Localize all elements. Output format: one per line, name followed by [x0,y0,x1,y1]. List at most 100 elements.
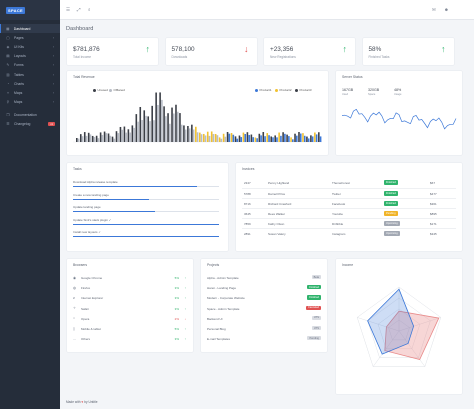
user-menu-icon[interactable]: ☻ [444,7,449,12]
browser-percent: 3% [174,337,179,342]
legend-item[interactable]: Product3 [295,88,312,92]
legend-item[interactable]: Offlaned [109,88,125,92]
sidebar-item-documentation[interactable]: ❐ Documentation [0,111,60,120]
invoice-company: Instagram [332,232,346,236]
browser-name: Internet Explorer [81,296,104,301]
stat-value: +23,356 [270,46,294,53]
list-item[interactable]: Alpha - Admin Template Beta [207,273,321,283]
table-row[interactable]: 3645 Rees Walker Youtube Pending $895 [242,208,456,218]
arrow-down-icon: ↓ [244,44,249,54]
sidebar-item-charts[interactable]: ◔ Charts › [0,79,60,88]
table-row[interactable]: 5788 Darnell Price Twitter Finished $477 [242,188,456,198]
task-item[interactable]: Install new layouts ✓ [73,230,219,238]
sidebar-item-maps[interactable]: ⌖ Maps › [0,88,60,97]
revenue-bar [264,136,266,142]
server-status-chart [341,108,457,130]
invoice-company: ThemeForest [332,181,350,185]
list-item[interactable]: E-mail Templates Pending [207,334,321,344]
task-item[interactable]: Download Alpha release template [73,180,219,188]
tables-icon: ▥ [6,72,10,77]
search-icon[interactable]: ⌕ [88,7,91,12]
sidebar-item-forms[interactable]: ✎ Forms › [0,61,60,70]
sidebar-item-maps[interactable]: ⚲ Maps › [0,98,60,107]
sidebar-item-pages[interactable]: ▢ Pages › [0,33,60,42]
legend-item[interactable]: Unused [93,88,108,92]
task-progress-fill [73,211,155,213]
browser-percent: 5% [174,276,179,280]
revenue-bar [127,129,130,142]
revenue-bar [129,132,131,142]
revenue-bar [270,136,273,142]
list-item[interactable]: Hanoi - Landing Page Finished [207,283,321,293]
browser-percent: 3% [174,296,179,301]
task-item[interactable]: Update Sinti's slack plugin ✓ [73,218,219,225]
task-item[interactable]: Create a new landing page [73,193,219,200]
menu-toggle-icon[interactable]: ☰ [66,7,71,12]
server-stat-label: Usage [394,93,402,96]
status-badge: Upcoming [384,221,400,226]
table-row[interactable]: 2347 Penny Highland ThemeForest Finished $67 [242,178,456,188]
sidebar-item-label: Charts [14,81,24,86]
revenue-bar [95,135,98,142]
app-logo[interactable]: SPACE [0,0,60,20]
chevron-right-icon: › [52,100,54,105]
revenue-bar [307,138,310,142]
revenue-bar [125,132,127,142]
list-item[interactable]: Space - Admin Template Canceled [207,304,321,314]
revenue-bar [157,105,159,142]
fullscreen-icon[interactable]: ⤢ [77,7,81,12]
sidebar-item-tables[interactable]: ▥ Tables › [0,70,60,79]
revenue-bar [107,133,110,142]
projects-title: Projects [207,263,220,267]
list-item[interactable]: Backend UI UTS [207,314,321,324]
revenue-bar [133,127,135,142]
revenue-bar [303,135,306,142]
revenue-bar [105,133,108,142]
revenue-bar [155,92,157,142]
invoice-id: 3645 [244,212,251,216]
list-item[interactable]: Personal Blog UTS [207,324,321,334]
list-item: ◉ Google Chrome 5% ↑ [73,273,187,283]
table-row[interactable]: 8716 Richard Crawford Facebook Finished $361 [242,198,456,208]
safari-icon: ✧ [73,306,76,311]
table-row[interactable]: 7859 Kathy Olson Dribbble Upcoming $171 [242,218,456,228]
legend-item[interactable]: Product2 [275,88,292,92]
revenue-bar [145,115,147,142]
charts-icon: ◔ [6,81,10,86]
server-stat-value: 48% [394,88,402,92]
page-title: Dashboard [66,26,94,32]
stat-card: 578,100 Downloads ↓ [165,38,257,65]
sidebar-item-layouts[interactable]: ▤ Layouts › [0,52,60,61]
arrow-up-icon: ↑ [184,276,187,280]
browser-percent: 2% [174,316,179,321]
revenue-bar [176,111,179,142]
arrow-down-icon: ↓ [184,316,187,321]
list-item[interactable]: Modern - Corporate Website Finished [207,293,321,303]
revenue-bar [196,132,199,142]
internet-explorer-icon: ℯ [73,295,76,300]
sidebar-item-changelog[interactable]: ☰ Changelog v1 [0,120,60,129]
revenue-bar [216,135,219,142]
legend-item[interactable]: Product1 [255,88,272,92]
status-badge: Finished [384,191,398,196]
table-row[interactable]: 2891 Susan Valery Instagram Upcoming $345 [242,228,456,238]
messages-icon[interactable]: ✉ [432,7,436,12]
revenue-bar [115,131,118,142]
browser-name: Firefox [81,286,91,291]
project-name: Alpha - Admin Template [207,276,239,280]
task-item[interactable]: Update landing page [73,205,219,213]
sidebar-item-ui-kits[interactable]: ◈ UI Kits › [0,42,60,51]
status-badge: Finished [384,201,398,206]
revenue-bar [254,137,257,142]
server-stat: 167GB Used [342,88,353,96]
sidebar-item-dashboard[interactable]: ▦ Dashboard [0,24,60,34]
changelog-badge: v1 [48,122,55,127]
revenue-bar [286,134,288,142]
revenue-bar [208,135,211,142]
revenue-bar [242,132,245,142]
revenue-bar [314,132,316,142]
task-progress-fill [73,198,149,200]
footer-suffix: by Untitle [84,400,98,404]
revenue-bar [83,132,86,142]
invoice-amount: $477 [430,192,437,196]
